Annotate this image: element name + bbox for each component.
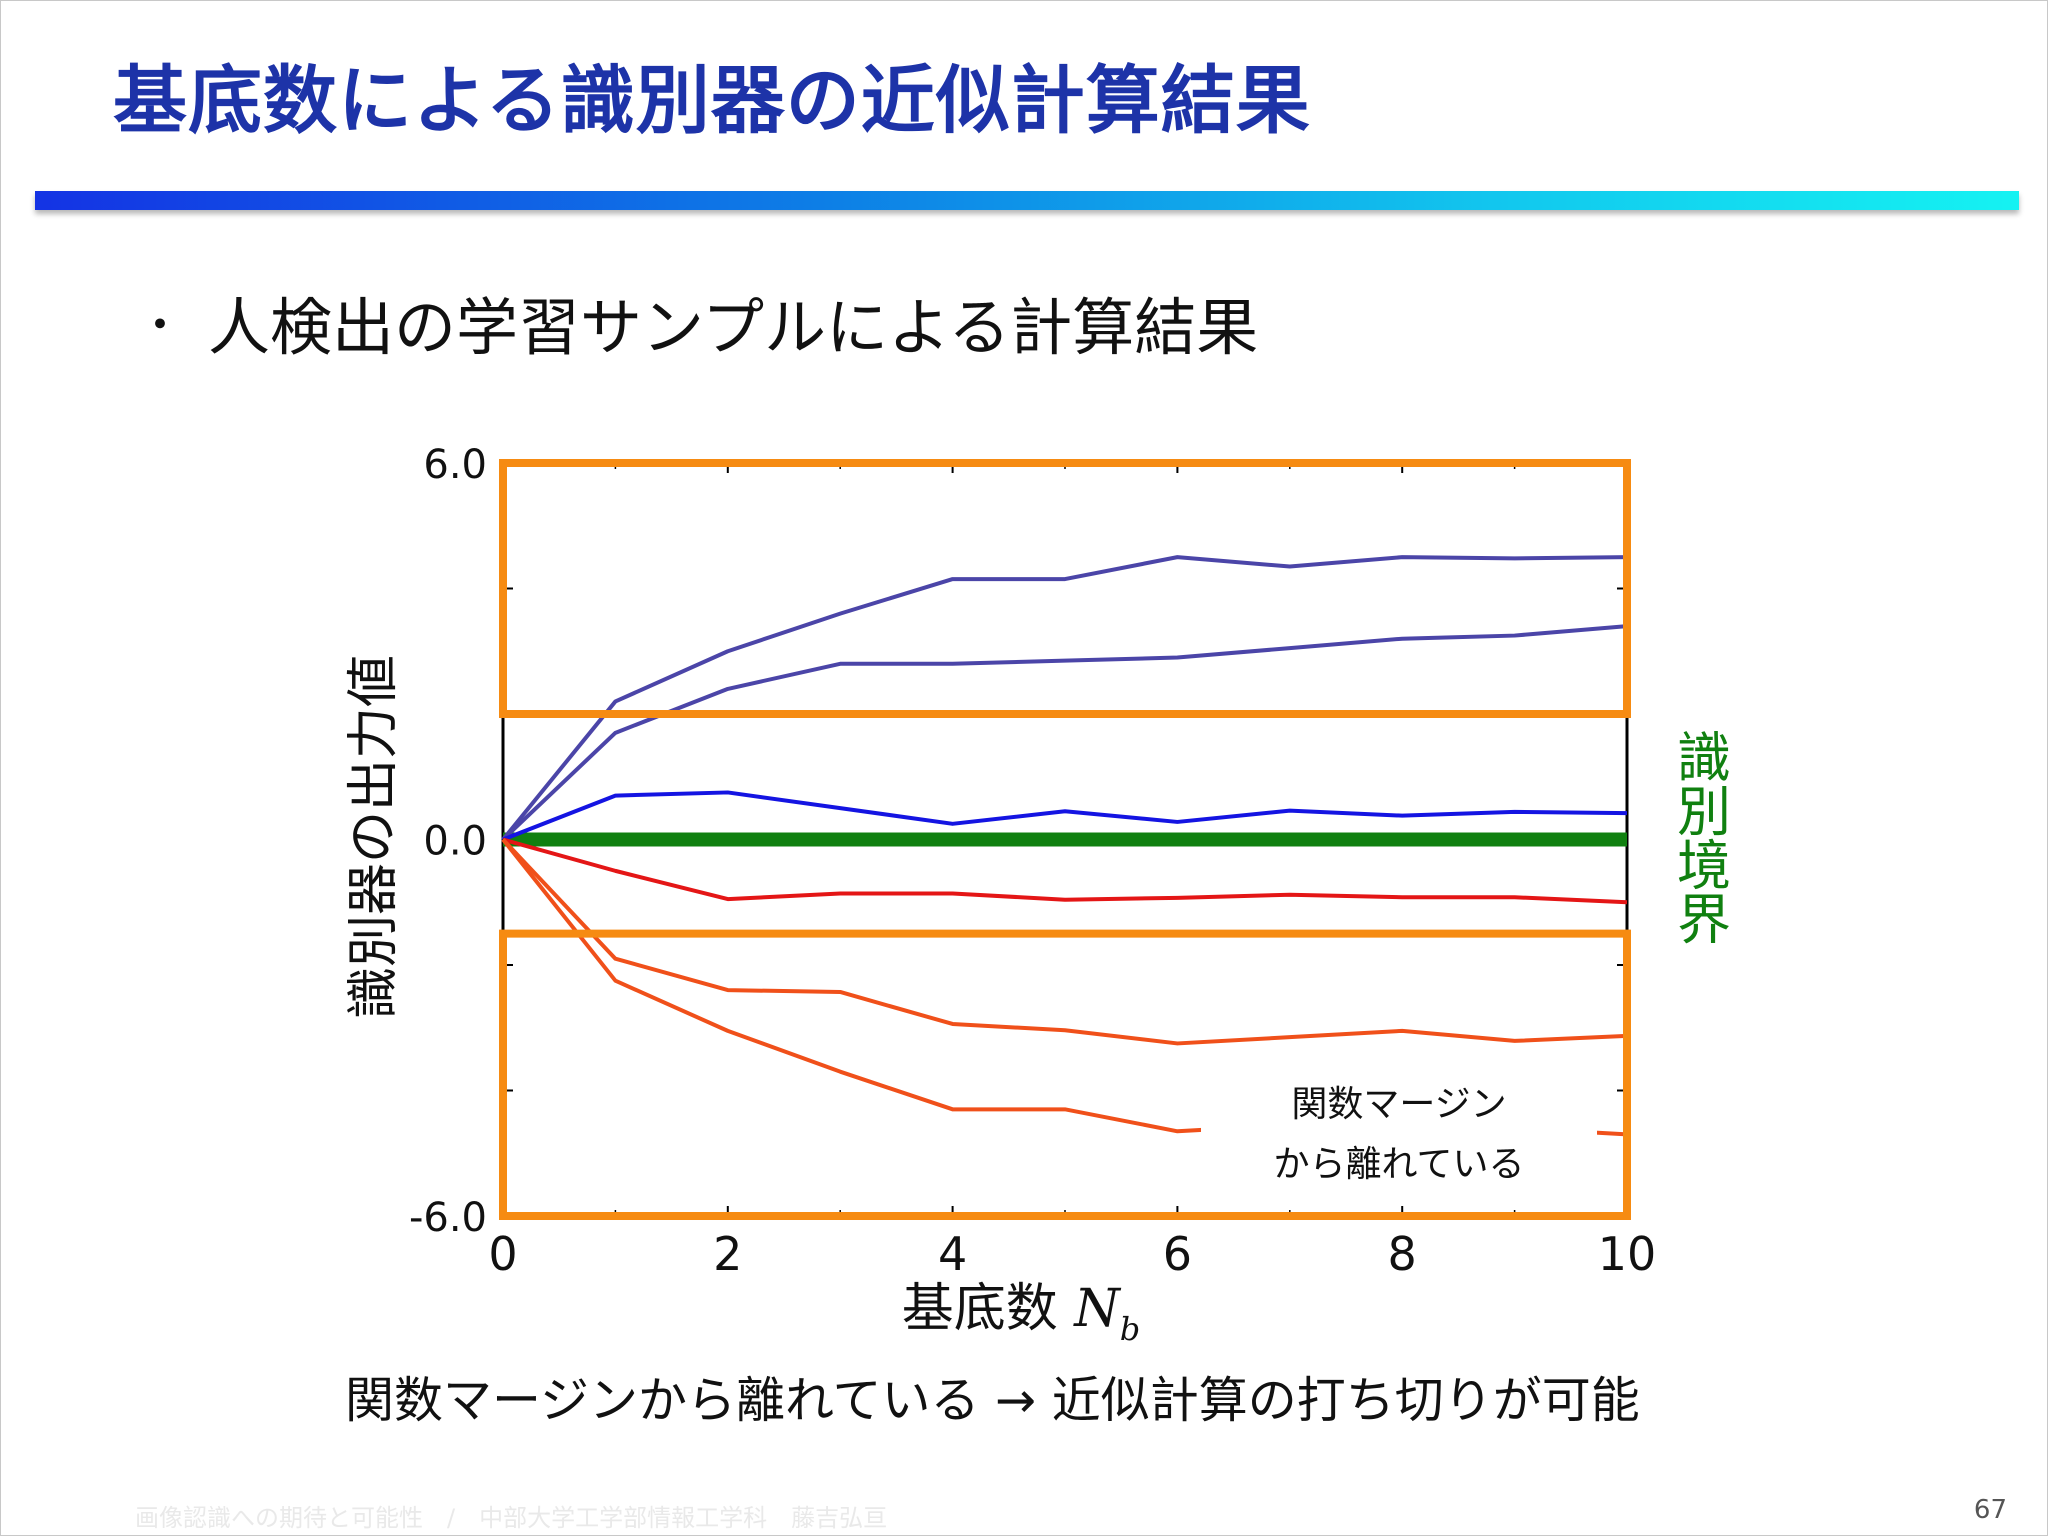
conclusion-text: 関数マージンから離れている → 近似計算の打ち切りが可能 [345, 1372, 1640, 1429]
boundary-label: 識別境界 [1668, 729, 1731, 945]
x-tick-label-5: 10 [1598, 1227, 1657, 1281]
series-line-3 [502, 837, 1628, 905]
chart-labels: 0 2 4 6 8 10 6.0 0.0 -6.0 関数マージンから離れている 識別境界 識別器の出力… [344, 442, 1731, 1348]
margin-band-borders [499, 459, 1631, 1220]
y-tick-label-1: 0.0 [423, 819, 487, 865]
slide-title: 基底数による識別器の近似計算結果 [113, 58, 1311, 144]
x-tick-label-4: 8 [1388, 1227, 1417, 1281]
x-tick-label-2: 4 [938, 1227, 967, 1281]
bullet-text: 人検出の学習サンプルによる計算結果 [208, 291, 1259, 364]
series-line-1 [501, 624, 1628, 841]
x-axis-label: 基底数 Nb [902, 1279, 1141, 1348]
x-axis-label-subscript: b [1120, 1310, 1140, 1348]
margin-band-border-1 [499, 929, 1631, 1220]
page-number: 67 [1973, 1495, 2007, 1525]
bullet-item: ・ 人検出の学習サンプルによる計算結果 [137, 277, 1258, 367]
series-line-0 [501, 555, 1628, 841]
x-axis-label-variable: N [1072, 1279, 1121, 1339]
x-tick-label-3: 6 [1163, 1227, 1192, 1281]
footer-text: 画像認識への期待と可能性 / 中部大学工学部情報工学科 藤吉弘亘 [135, 1504, 888, 1532]
x-axis-label-text: 基底数 [902, 1279, 1075, 1339]
bullet-marker: ・ [137, 298, 183, 352]
annotation-line-1: から離れている [1274, 1144, 1525, 1185]
x-tick-label-1: 2 [713, 1227, 742, 1281]
margin-band-border-0 [499, 459, 1631, 718]
title-underline-bar [35, 191, 2019, 210]
y-axis-label: 識別器の出力値 [344, 655, 404, 1019]
y-tick-label-0: 6.0 [423, 442, 487, 488]
annotation-line-0: 関数マージン [1291, 1084, 1506, 1125]
series-line-2 [502, 790, 1628, 842]
y-tick-label-2: -6.0 [409, 1195, 487, 1241]
x-tick-label-0: 0 [488, 1227, 517, 1281]
series-line-4 [501, 838, 1628, 1046]
annotation-box [1201, 1063, 1597, 1191]
